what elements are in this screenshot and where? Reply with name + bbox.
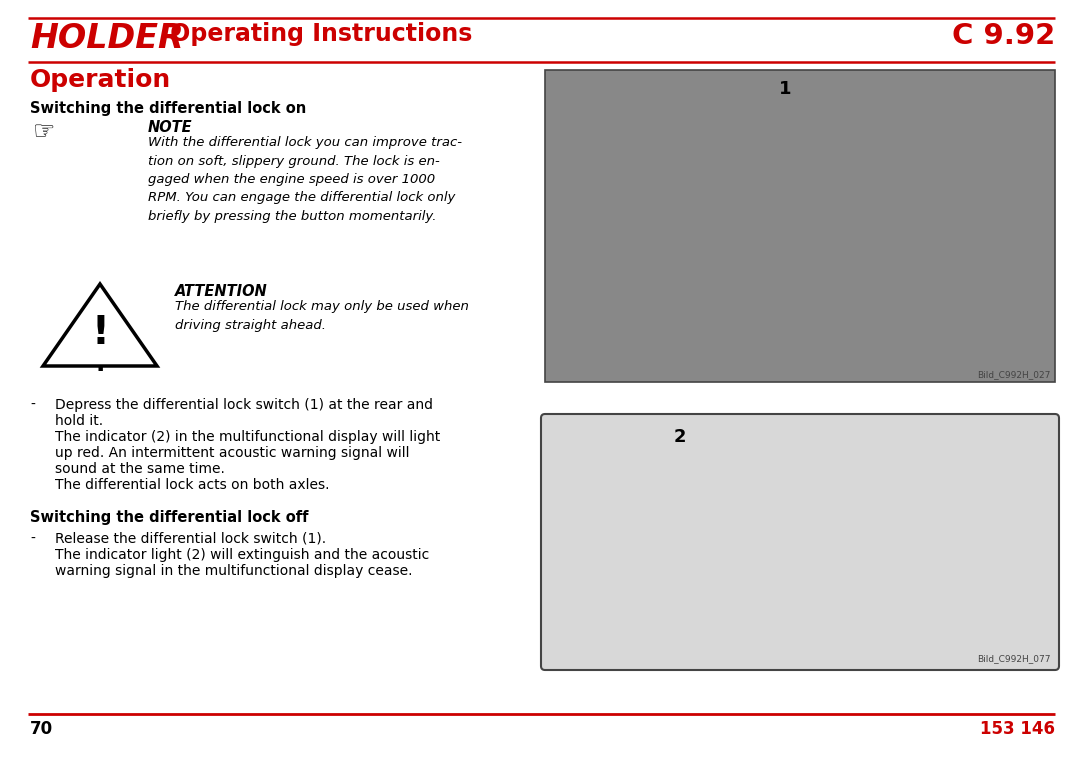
Text: .: . bbox=[95, 352, 105, 376]
FancyBboxPatch shape bbox=[541, 414, 1059, 670]
Text: 1: 1 bbox=[779, 80, 792, 98]
Text: !: ! bbox=[91, 314, 109, 352]
Text: ☞: ☞ bbox=[33, 120, 55, 144]
Text: C 9.92: C 9.92 bbox=[951, 22, 1055, 50]
Text: Release the differential lock switch (1).: Release the differential lock switch (1)… bbox=[55, 532, 326, 546]
Text: -: - bbox=[30, 398, 35, 412]
Text: ATTENTION: ATTENTION bbox=[175, 284, 268, 299]
Text: warning signal in the multifunctional display cease.: warning signal in the multifunctional di… bbox=[55, 564, 413, 578]
Text: Operating Instructions: Operating Instructions bbox=[162, 22, 472, 46]
Text: The differential lock may only be used when
driving straight ahead.: The differential lock may only be used w… bbox=[175, 300, 469, 331]
Text: Bild_C992H_077: Bild_C992H_077 bbox=[977, 654, 1051, 663]
Text: 2: 2 bbox=[674, 428, 686, 446]
Text: NOTE: NOTE bbox=[148, 120, 192, 135]
Text: The indicator (2) in the multifunctional display will light: The indicator (2) in the multifunctional… bbox=[55, 430, 441, 444]
Polygon shape bbox=[43, 284, 157, 366]
Text: With the differential lock you can improve trac-
tion on soft, slippery ground. : With the differential lock you can impro… bbox=[148, 136, 462, 223]
Text: HOLDER: HOLDER bbox=[30, 22, 184, 55]
Text: Bild_C992H_027: Bild_C992H_027 bbox=[977, 370, 1051, 379]
Text: 153 146: 153 146 bbox=[980, 720, 1055, 738]
Text: up red. An intermittent acoustic warning signal will: up red. An intermittent acoustic warning… bbox=[55, 446, 409, 460]
Text: -: - bbox=[30, 532, 35, 546]
Text: Operation: Operation bbox=[30, 68, 172, 92]
Text: The differential lock acts on both axles.: The differential lock acts on both axles… bbox=[55, 478, 329, 492]
Text: 70: 70 bbox=[30, 720, 53, 738]
Text: Depress the differential lock switch (1) at the rear and: Depress the differential lock switch (1)… bbox=[55, 398, 433, 412]
FancyBboxPatch shape bbox=[545, 70, 1055, 382]
Text: The indicator light (2) will extinguish and the acoustic: The indicator light (2) will extinguish … bbox=[55, 548, 429, 562]
Text: Switching the differential lock off: Switching the differential lock off bbox=[30, 510, 309, 525]
Text: Switching the differential lock on: Switching the differential lock on bbox=[30, 101, 307, 116]
Text: sound at the same time.: sound at the same time. bbox=[55, 462, 225, 476]
Text: hold it.: hold it. bbox=[55, 414, 103, 428]
